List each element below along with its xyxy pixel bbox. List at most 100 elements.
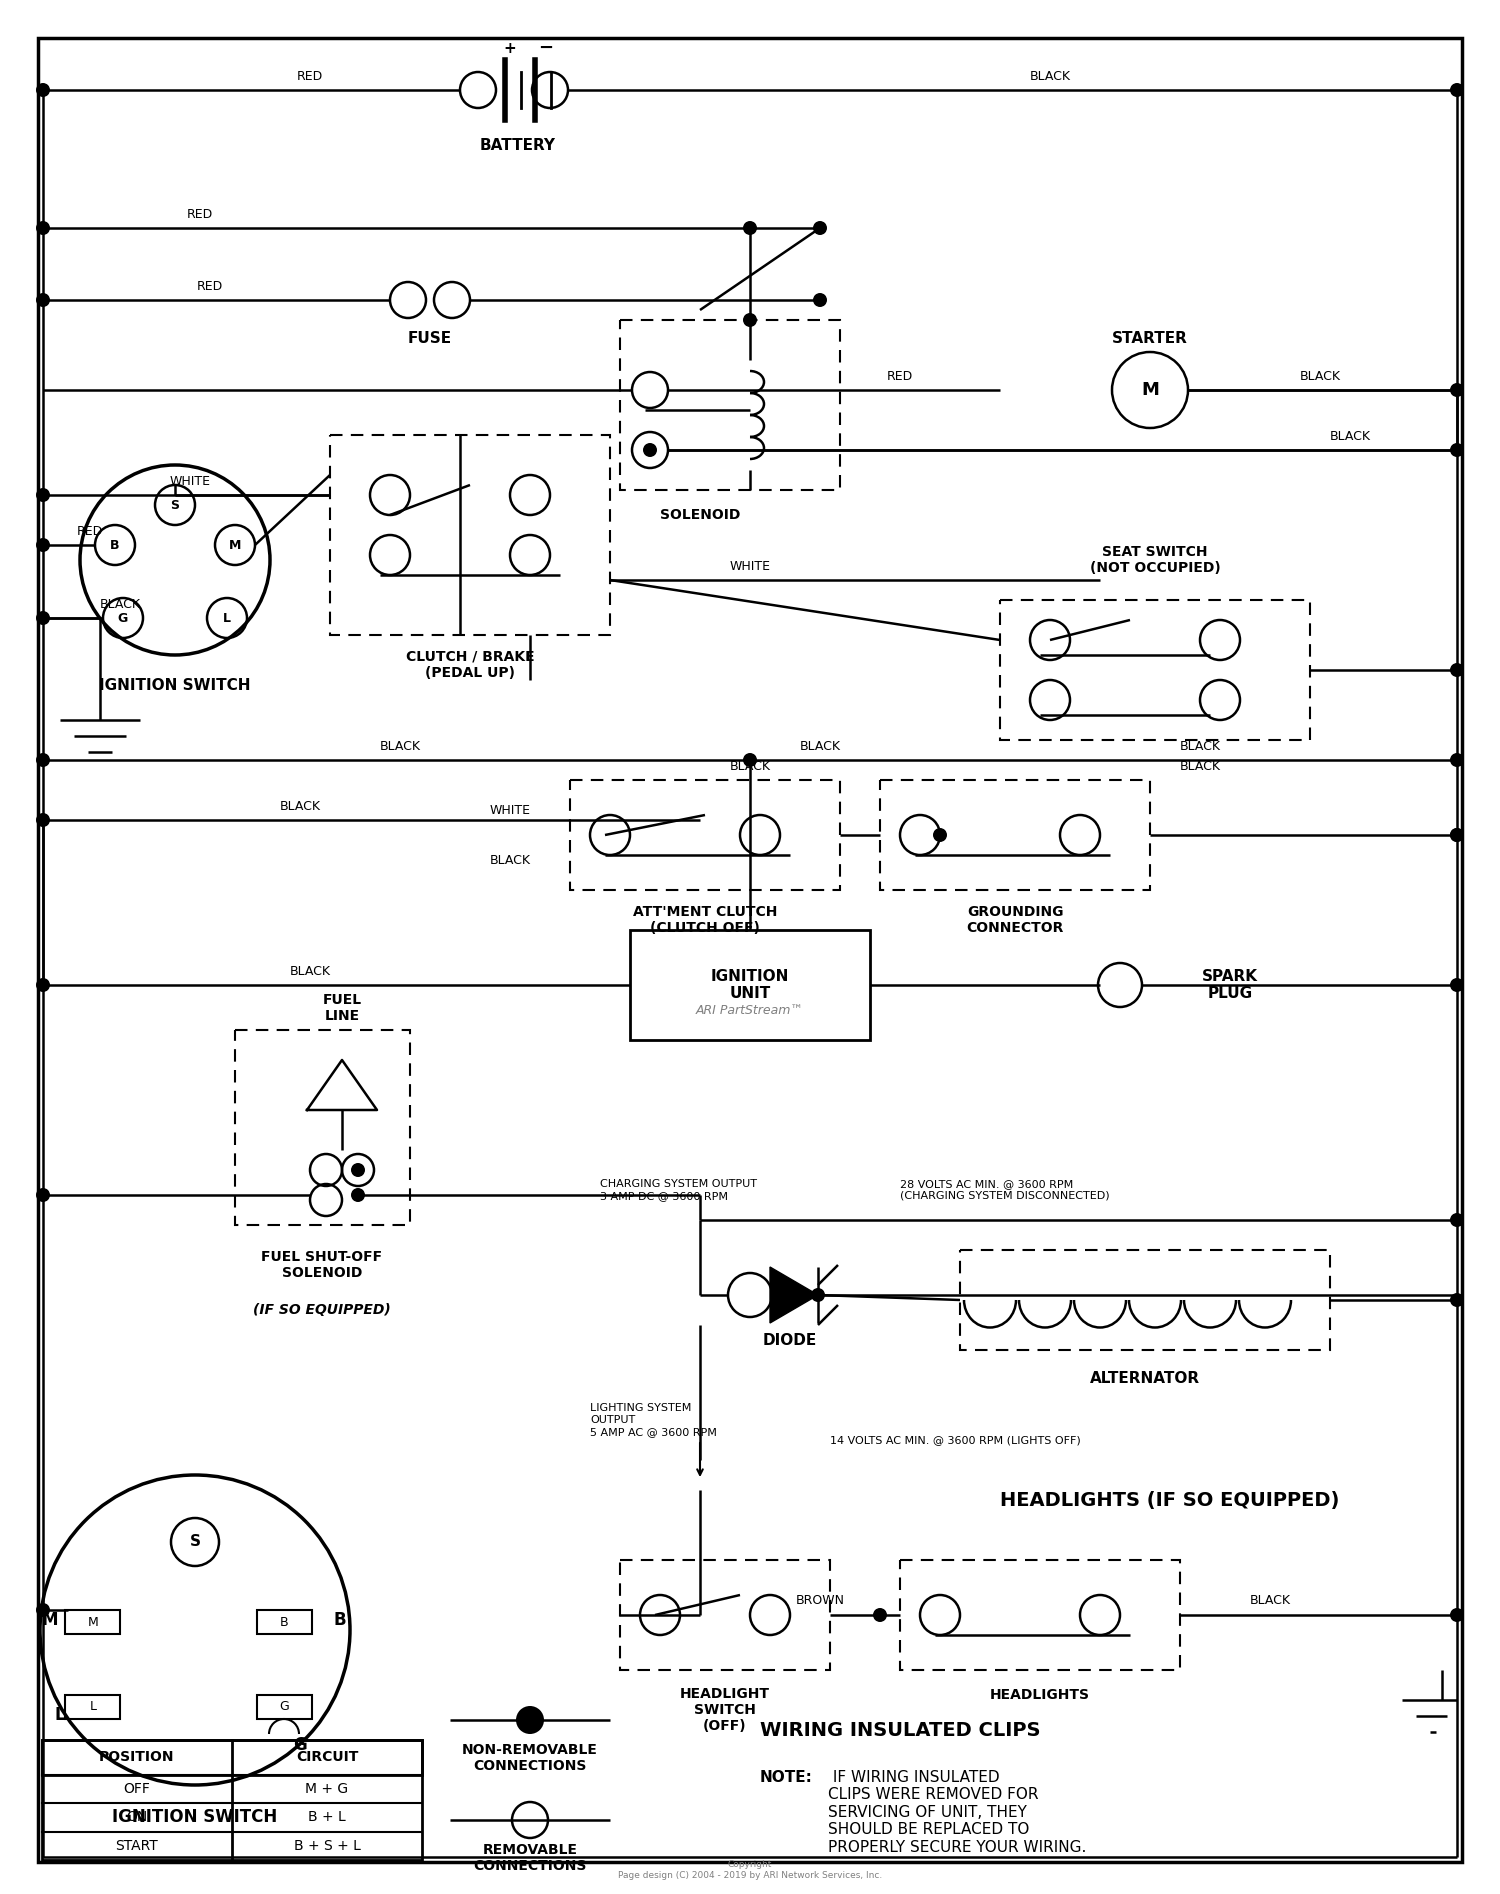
Text: BLACK: BLACK — [489, 854, 531, 866]
Text: −: − — [538, 40, 554, 57]
Text: M: M — [1142, 381, 1160, 400]
Circle shape — [1450, 663, 1464, 676]
Circle shape — [1450, 383, 1464, 398]
Circle shape — [1450, 1608, 1464, 1621]
Text: M: M — [230, 538, 242, 551]
Bar — [630, 930, 870, 1040]
Circle shape — [36, 489, 50, 502]
Text: IF WIRING INSULATED
CLIPS WERE REMOVED FOR
SERVICING OF UNIT, THEY
SHOULD BE REP: IF WIRING INSULATED CLIPS WERE REMOVED F… — [828, 1771, 1086, 1854]
Polygon shape — [770, 1267, 818, 1324]
Bar — [960, 1250, 1330, 1350]
Text: REMOVABLE
CONNECTIONS: REMOVABLE CONNECTIONS — [474, 1843, 586, 1873]
Text: ON: ON — [126, 1811, 147, 1824]
Text: CIRCUIT: CIRCUIT — [296, 1750, 358, 1763]
Text: CLUTCH / BRAKE
(PEDAL UP): CLUTCH / BRAKE (PEDAL UP) — [405, 650, 534, 680]
Text: RED: RED — [886, 369, 914, 383]
Text: RED: RED — [297, 70, 322, 83]
Text: RED: RED — [196, 280, 223, 292]
Text: RED: RED — [76, 525, 104, 538]
Text: IGNITION SWITCH: IGNITION SWITCH — [112, 1809, 278, 1826]
Text: +: + — [504, 40, 516, 55]
Text: ALTERNATOR: ALTERNATOR — [1090, 1371, 1200, 1386]
Text: G: G — [292, 1737, 308, 1754]
Text: S: S — [189, 1534, 201, 1549]
Text: FUSE: FUSE — [408, 330, 452, 345]
Text: WIRING INSULATED CLIPS: WIRING INSULATED CLIPS — [760, 1720, 1041, 1739]
Text: L: L — [224, 612, 231, 625]
Text: SEAT SWITCH
(NOT OCCUPIED): SEAT SWITCH (NOT OCCUPIED) — [1089, 545, 1221, 576]
Text: GROUNDING
CONNECTOR: GROUNDING CONNECTOR — [966, 905, 1064, 936]
Text: 14 VOLTS AC MIN. @ 3600 RPM (LIGHTS OFF): 14 VOLTS AC MIN. @ 3600 RPM (LIGHTS OFF) — [830, 1436, 1080, 1445]
Text: ARI PartStream™: ARI PartStream™ — [696, 1004, 804, 1017]
Text: B: B — [333, 1612, 346, 1629]
Bar — [236, 1030, 410, 1225]
Circle shape — [36, 813, 50, 828]
Circle shape — [933, 828, 946, 843]
Bar — [620, 1561, 830, 1671]
Text: B: B — [111, 538, 120, 551]
Text: L: L — [90, 1701, 96, 1714]
Text: BLACK: BLACK — [1250, 1593, 1290, 1606]
Text: BLACK: BLACK — [800, 739, 840, 752]
Circle shape — [1450, 1212, 1464, 1227]
Text: WHITE: WHITE — [729, 559, 771, 572]
Polygon shape — [308, 1061, 376, 1110]
Bar — [880, 780, 1150, 890]
Text: G: G — [118, 612, 128, 625]
Text: BLACK: BLACK — [1029, 70, 1071, 83]
Bar — [42, 1741, 422, 1860]
Circle shape — [36, 1188, 50, 1203]
Bar — [620, 320, 840, 491]
Circle shape — [1450, 977, 1464, 992]
Text: BLACK: BLACK — [1179, 759, 1221, 773]
Text: LIGHTING SYSTEM
OUTPUT
5 AMP AC @ 3600 RPM: LIGHTING SYSTEM OUTPUT 5 AMP AC @ 3600 R… — [590, 1403, 717, 1438]
Text: STARTER: STARTER — [1112, 330, 1188, 345]
Text: BLACK: BLACK — [279, 799, 321, 813]
Text: 28 VOLTS AC MIN. @ 3600 RPM
(CHARGING SYSTEM DISCONNECTED): 28 VOLTS AC MIN. @ 3600 RPM (CHARGING SY… — [900, 1180, 1110, 1201]
Text: CHARGING SYSTEM OUTPUT
3 AMP DC @ 3600 RPM: CHARGING SYSTEM OUTPUT 3 AMP DC @ 3600 R… — [600, 1180, 758, 1201]
Circle shape — [1450, 754, 1464, 767]
Text: HEADLIGHTS (IF SO EQUIPPED): HEADLIGHTS (IF SO EQUIPPED) — [1000, 1491, 1340, 1510]
Text: BLACK: BLACK — [1299, 369, 1341, 383]
Circle shape — [873, 1608, 886, 1621]
Circle shape — [36, 612, 50, 625]
Circle shape — [1450, 1294, 1464, 1307]
Bar — [64, 1695, 120, 1720]
Circle shape — [742, 313, 758, 328]
Text: HEADLIGHTS: HEADLIGHTS — [990, 1688, 1090, 1703]
Bar — [330, 436, 610, 634]
Circle shape — [351, 1188, 364, 1203]
Text: ATT'MENT CLUTCH
(CLUTCH OFF): ATT'MENT CLUTCH (CLUTCH OFF) — [633, 905, 777, 936]
Bar — [1000, 600, 1310, 741]
Text: WHITE: WHITE — [170, 475, 210, 487]
Text: Copyright
Page design (C) 2004 - 2019 by ARI Network Services, Inc.: Copyright Page design (C) 2004 - 2019 by… — [618, 1860, 882, 1879]
Text: SOLENOID: SOLENOID — [660, 508, 740, 523]
Text: FUEL
LINE: FUEL LINE — [322, 992, 362, 1023]
Text: BLACK: BLACK — [290, 964, 330, 977]
Text: BATTERY: BATTERY — [480, 138, 556, 153]
Text: BLACK: BLACK — [1329, 430, 1371, 443]
Circle shape — [351, 1163, 364, 1176]
Text: OFF: OFF — [123, 1782, 150, 1796]
Circle shape — [36, 222, 50, 235]
Text: BLACK: BLACK — [99, 597, 141, 610]
Circle shape — [36, 538, 50, 551]
Bar — [64, 1610, 120, 1635]
Text: FUEL SHUT-OFF
SOLENOID: FUEL SHUT-OFF SOLENOID — [261, 1250, 382, 1280]
Circle shape — [742, 222, 758, 235]
Circle shape — [36, 977, 50, 992]
Text: DIODE: DIODE — [764, 1333, 818, 1347]
Text: BLACK: BLACK — [1179, 739, 1221, 752]
Bar — [900, 1561, 1180, 1671]
Bar — [256, 1695, 312, 1720]
Text: S: S — [171, 498, 180, 511]
Text: IGNITION
UNIT: IGNITION UNIT — [711, 970, 789, 1002]
Text: RED: RED — [188, 208, 213, 220]
Circle shape — [1450, 828, 1464, 843]
Circle shape — [36, 83, 50, 97]
Text: HEADLIGHT
SWITCH
(OFF): HEADLIGHT SWITCH (OFF) — [680, 1688, 770, 1733]
Text: SPARK
PLUG: SPARK PLUG — [1202, 970, 1258, 1002]
Circle shape — [36, 294, 50, 307]
Circle shape — [516, 1706, 544, 1735]
Circle shape — [36, 754, 50, 767]
